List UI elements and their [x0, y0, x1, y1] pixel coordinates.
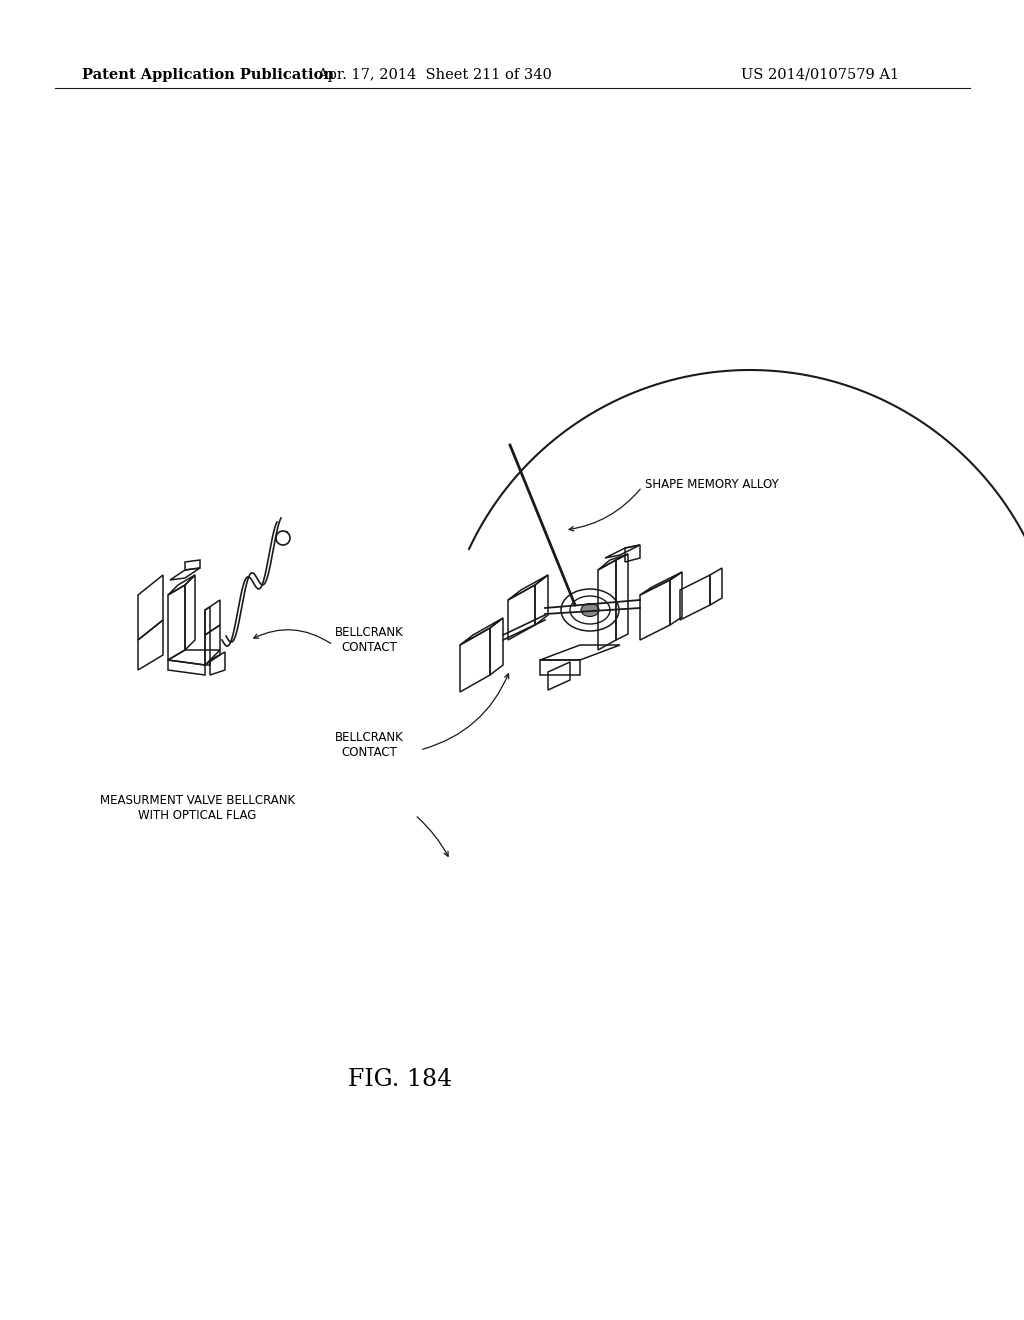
- Text: SHAPE MEMORY ALLOY: SHAPE MEMORY ALLOY: [645, 479, 778, 491]
- Text: BELLCRANK
CONTACT: BELLCRANK CONTACT: [335, 731, 403, 759]
- Text: US 2014/0107579 A1: US 2014/0107579 A1: [741, 69, 899, 82]
- Text: MEASURMENT VALVE BELLCRANK
WITH OPTICAL FLAG: MEASURMENT VALVE BELLCRANK WITH OPTICAL …: [100, 795, 295, 822]
- Text: FIG. 184: FIG. 184: [348, 1068, 453, 1092]
- Text: Patent Application Publication: Patent Application Publication: [82, 69, 334, 82]
- Text: Apr. 17, 2014  Sheet 211 of 340: Apr. 17, 2014 Sheet 211 of 340: [317, 69, 552, 82]
- Text: BELLCRANK
CONTACT: BELLCRANK CONTACT: [335, 626, 403, 653]
- Ellipse shape: [561, 589, 618, 631]
- Ellipse shape: [581, 603, 599, 616]
